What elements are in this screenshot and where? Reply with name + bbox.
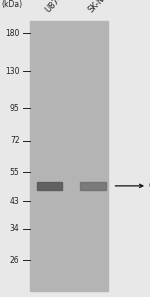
Text: 180: 180: [5, 29, 20, 38]
Text: MW
(kDa): MW (kDa): [2, 0, 23, 9]
Text: 95: 95: [10, 104, 20, 113]
Text: 26: 26: [10, 256, 20, 265]
Bar: [37, 182, 62, 189]
Text: 55: 55: [10, 168, 20, 177]
Text: 34: 34: [10, 224, 20, 233]
Text: CaMKII: CaMKII: [148, 181, 150, 191]
Text: SK-N-SH: SK-N-SH: [87, 0, 117, 15]
Bar: [80, 182, 106, 189]
Text: 72: 72: [10, 136, 20, 145]
Text: 43: 43: [10, 197, 20, 206]
Bar: [30, 21, 108, 291]
Text: 130: 130: [5, 67, 20, 76]
Text: U87-MG: U87-MG: [43, 0, 73, 15]
